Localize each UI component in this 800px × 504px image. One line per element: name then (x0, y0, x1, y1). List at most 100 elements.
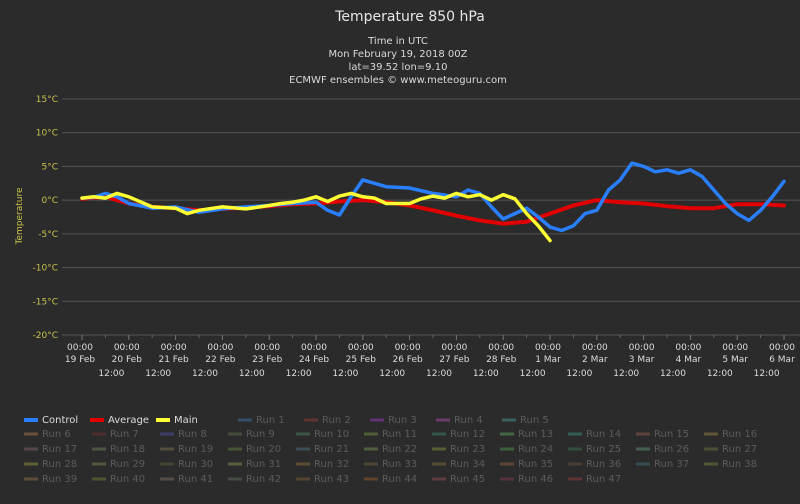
x-tick-noon: 12:00 (332, 369, 358, 379)
legend-item-run-11[interactable]: Run 11 (382, 429, 417, 440)
x-tick-date: 27 Feb (439, 355, 470, 365)
x-tick-time: 00:00 (582, 343, 608, 353)
legend-item-run-9[interactable]: Run 9 (246, 429, 275, 440)
legend-item-run-16[interactable]: Run 16 (722, 429, 757, 440)
legend-item-run-42[interactable]: Run 42 (246, 474, 281, 485)
x-tick-noon: 12:00 (98, 369, 124, 379)
legend-item-run-40[interactable]: Run 40 (110, 474, 145, 485)
x-tick-noon: 12:00 (473, 369, 499, 379)
legend-item-run-18[interactable]: Run 18 (110, 444, 145, 455)
x-tick-time: 00:00 (395, 343, 421, 353)
legend-item-run-25[interactable]: Run 25 (586, 444, 621, 455)
legend-item-run-13[interactable]: Run 13 (518, 429, 553, 440)
legend-item-run-38[interactable]: Run 38 (722, 459, 757, 470)
grid-lines (62, 98, 800, 336)
x-tick-date: 19 Feb (65, 355, 96, 365)
x-tick-date: 3 Mar (629, 355, 655, 365)
series-line-main (80, 191, 552, 243)
legend-item-run-47[interactable]: Run 47 (586, 474, 621, 485)
legend-item-run-31[interactable]: Run 31 (246, 459, 281, 470)
x-tick-noon: 12:00 (520, 369, 546, 379)
legend-item-run-34[interactable]: Run 34 (450, 459, 485, 470)
x-tick-date: 2 Mar (582, 355, 608, 365)
legend-item-run-45[interactable]: Run 45 (450, 474, 485, 485)
x-axis-ticks: 00:00 19 Feb 00:00 20 Feb 00:00 21 Feb 00:00 22… (65, 335, 795, 379)
legend-item-run-2[interactable]: Run 2 (322, 415, 351, 426)
x-tick-noon: 12:00 (754, 369, 780, 379)
x-tick-time: 00:00 (207, 343, 233, 353)
legend-item-run-1[interactable]: Run 1 (256, 415, 285, 426)
x-tick-noon: 12:00 (660, 369, 686, 379)
y-tick-label: -15°C (33, 297, 58, 307)
x-tick-date: 24 Feb (299, 355, 330, 365)
legend-item-run-37[interactable]: Run 37 (654, 459, 689, 470)
legend-item-run-5[interactable]: Run 5 (520, 415, 549, 426)
x-tick-date: 25 Feb (346, 355, 377, 365)
x-tick-time: 00:00 (629, 343, 655, 353)
legend-item-run-27[interactable]: Run 27 (722, 444, 757, 455)
legend-item-run-14[interactable]: Run 14 (586, 429, 621, 440)
legend-item-run-43[interactable]: Run 43 (314, 474, 349, 485)
legend-item-run-17[interactable]: Run 17 (42, 444, 77, 455)
legend-item-run-41[interactable]: Run 41 (178, 474, 213, 485)
chart-subtitle-2: Mon February 19, 2018 00Z (328, 49, 467, 60)
x-tick-noon: 12:00 (707, 369, 733, 379)
legend-item-main[interactable]: Main (174, 415, 198, 426)
legend-item-run-22[interactable]: Run 22 (382, 444, 417, 455)
chart-subtitle-1: Time in UTC (367, 36, 428, 47)
x-tick-noon: 12:00 (613, 369, 639, 379)
y-tick-label: 0°C (41, 196, 58, 206)
legend-item-run-23[interactable]: Run 23 (450, 444, 485, 455)
x-tick-noon: 12:00 (379, 369, 405, 379)
legend-item-run-15[interactable]: Run 15 (654, 429, 689, 440)
legend-item-average[interactable]: Average (108, 415, 149, 426)
legend-item-run-33[interactable]: Run 33 (382, 459, 417, 470)
x-tick-date: 28 Feb (486, 355, 517, 365)
legend-item-run-46[interactable]: Run 46 (518, 474, 553, 485)
legend-item-run-30[interactable]: Run 30 (178, 459, 213, 470)
x-tick-date: 4 Mar (676, 355, 702, 365)
legend-item-run-4[interactable]: Run 4 (454, 415, 483, 426)
legend-item-run-10[interactable]: Run 10 (314, 429, 349, 440)
legend-item-run-28[interactable]: Run 28 (42, 459, 77, 470)
legend-item-run-39[interactable]: Run 39 (42, 474, 77, 485)
y-tick-label: 10°C (36, 129, 58, 139)
y-axis-ticks: 15°C 10°C 5°C 0°C -5°C -10°C -15°C -20°C (33, 95, 58, 341)
legend-item-run-26[interactable]: Run 26 (654, 444, 689, 455)
legend-item-run-44[interactable]: Run 44 (382, 474, 417, 485)
legend-item-run-36[interactable]: Run 36 (586, 459, 621, 470)
x-tick-noon: 12:00 (145, 369, 171, 379)
legend-item-control[interactable]: Control (42, 415, 78, 426)
legend-item-run-29[interactable]: Run 29 (110, 459, 145, 470)
x-tick-time: 00:00 (114, 343, 140, 353)
y-tick-label: 15°C (36, 95, 58, 105)
legend-item-run-6[interactable]: Run 6 (42, 429, 71, 440)
legend-item-run-3[interactable]: Run 3 (388, 415, 417, 426)
legend-item-run-8[interactable]: Run 8 (178, 429, 207, 440)
x-tick-date: 26 Feb (392, 355, 423, 365)
chart-subtitle-4: ECMWF ensembles © www.meteoguru.com (289, 75, 507, 86)
x-tick-noon: 12:00 (192, 369, 218, 379)
x-tick-noon: 12:00 (426, 369, 452, 379)
x-tick-time: 00:00 (722, 343, 748, 353)
legend-item-run-12[interactable]: Run 12 (450, 429, 485, 440)
legend-item-run-32[interactable]: Run 32 (314, 459, 349, 470)
x-tick-noon: 12:00 (566, 369, 592, 379)
x-tick-noon: 12:00 (286, 369, 312, 379)
legend-item-run-21[interactable]: Run 21 (314, 444, 349, 455)
x-tick-date: 21 Feb (158, 355, 189, 365)
chart-title: Temperature 850 hPa (334, 9, 485, 25)
series-lines (80, 161, 786, 243)
x-tick-time: 00:00 (348, 343, 374, 353)
legend: Control Average Main Run 1 Run 2 Run 3 Run 4 Ru… (24, 415, 757, 485)
legend-item-run-20[interactable]: Run 20 (246, 444, 281, 455)
x-tick-time: 00:00 (488, 343, 514, 353)
legend-item-run-7[interactable]: Run 7 (110, 429, 139, 440)
legend-item-run-19[interactable]: Run 19 (178, 444, 213, 455)
legend-item-run-35[interactable]: Run 35 (518, 459, 553, 470)
x-tick-time: 00:00 (535, 343, 561, 353)
legend-item-run-24[interactable]: Run 24 (518, 444, 553, 455)
x-tick-time: 00:00 (675, 343, 701, 353)
